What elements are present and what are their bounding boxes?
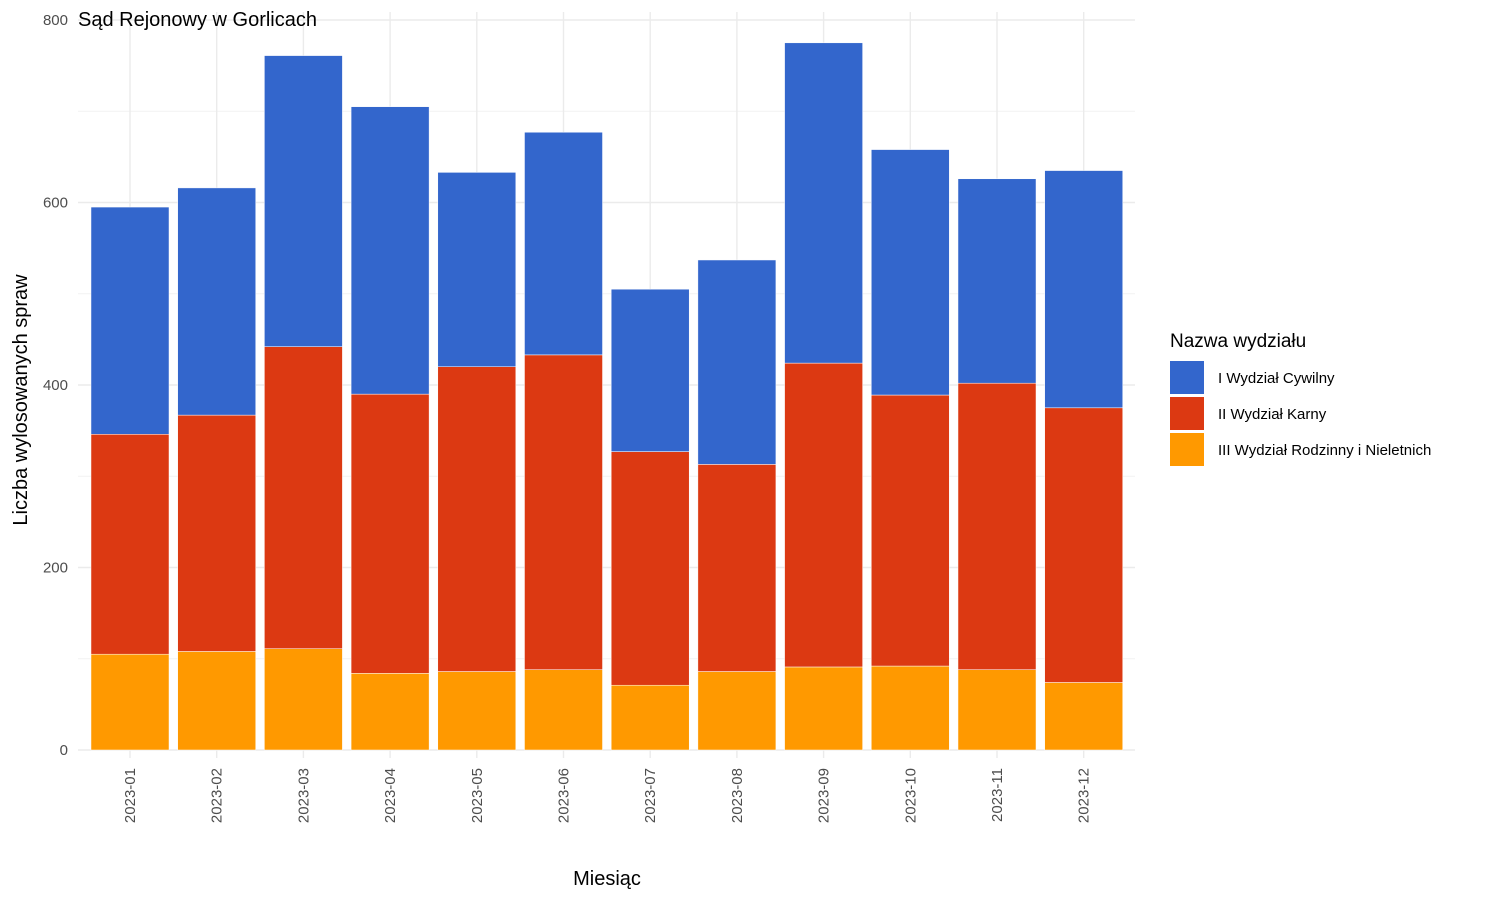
bar-segment: [957, 178, 1037, 384]
x-tick-label: 2023-05: [469, 768, 486, 823]
legend-swatch: [1170, 397, 1204, 430]
x-tick-label: 2023-02: [209, 768, 226, 823]
y-tick-label: 0: [60, 742, 68, 759]
legend-label: II Wydział Karny: [1218, 406, 1327, 423]
bars: [90, 42, 1123, 751]
y-tick-label: 800: [43, 12, 68, 29]
y-tick-label: 400: [43, 377, 68, 394]
bar-segment: [177, 187, 256, 416]
x-tick-label: 2023-10: [902, 768, 919, 823]
bar-segment: [90, 434, 170, 655]
bar-segment: [90, 653, 170, 751]
chart-title: Sąd Rejonowy w Gorlicach: [78, 9, 317, 31]
bar-segment: [524, 354, 603, 670]
y-axis-title: Liczba wylosowanych spraw: [10, 274, 32, 526]
bar-segment: [1044, 170, 1123, 409]
legend-title: Nazwa wydziału: [1170, 331, 1306, 352]
y-tick-label: 600: [43, 195, 68, 212]
bar-segment: [957, 669, 1037, 751]
bar-segment: [264, 648, 343, 751]
bar-segment: [264, 55, 343, 347]
legend-swatch: [1170, 433, 1204, 466]
bar-segment: [957, 382, 1037, 670]
bar-segment: [437, 366, 517, 672]
bar-segment: [90, 206, 170, 435]
bar-segment: [177, 414, 256, 652]
bar-segment: [264, 346, 343, 649]
bar-segment: [871, 394, 950, 667]
y-axis-ticks: 0 200 400 600 800: [43, 12, 68, 759]
x-axis-title: Miesiąc: [573, 868, 641, 890]
bar-segment: [350, 393, 430, 674]
x-tick-label: 2023-01: [122, 768, 139, 823]
x-tick-label: 2023-07: [642, 768, 659, 823]
x-tick-label: 2023-06: [556, 768, 573, 823]
bar-segment: [524, 669, 603, 751]
bar-segment: [437, 172, 517, 367]
bar-segment: [610, 288, 690, 452]
bar-segment: [697, 671, 777, 751]
legend-label: III Wydział Rodzinny i Nieletnich: [1218, 442, 1431, 459]
bar-segment: [350, 673, 430, 751]
legend-swatch: [1170, 361, 1204, 394]
bar-segment: [697, 464, 777, 672]
bar-segment: [697, 259, 777, 465]
bar-segment: [1044, 682, 1123, 751]
x-tick-label: 2023-03: [295, 768, 312, 823]
bar-segment: [437, 671, 517, 751]
bar-segment: [871, 665, 950, 751]
legend-label: I Wydział Cywilny: [1218, 370, 1335, 387]
x-tick-label: 2023-04: [382, 768, 399, 823]
bar-segment: [524, 131, 603, 356]
x-tick-label: 2023-09: [816, 768, 833, 823]
bar-segment: [177, 651, 256, 751]
bar-segment: [871, 149, 950, 396]
x-tick-label: 2023-11: [989, 768, 1006, 822]
y-tick-label: 200: [43, 560, 68, 577]
x-tick-label: 2023-12: [1076, 768, 1093, 823]
bar-segment: [610, 451, 690, 686]
bar-segment: [610, 684, 690, 751]
bar-segment: [1044, 407, 1123, 683]
x-tick-label: 2023-08: [729, 768, 746, 823]
x-axis-ticks: 2023-01 2023-02 2023-03 2023-04 2023-05 2023-…: [122, 768, 1093, 823]
bar-segment: [784, 362, 863, 668]
bar-segment: [350, 106, 430, 395]
legend: Nazwa wydziału I Wydział Cywilny II Wydzi…: [1170, 331, 1431, 466]
bar-segment: [784, 42, 863, 364]
bar-segment: [784, 666, 863, 751]
